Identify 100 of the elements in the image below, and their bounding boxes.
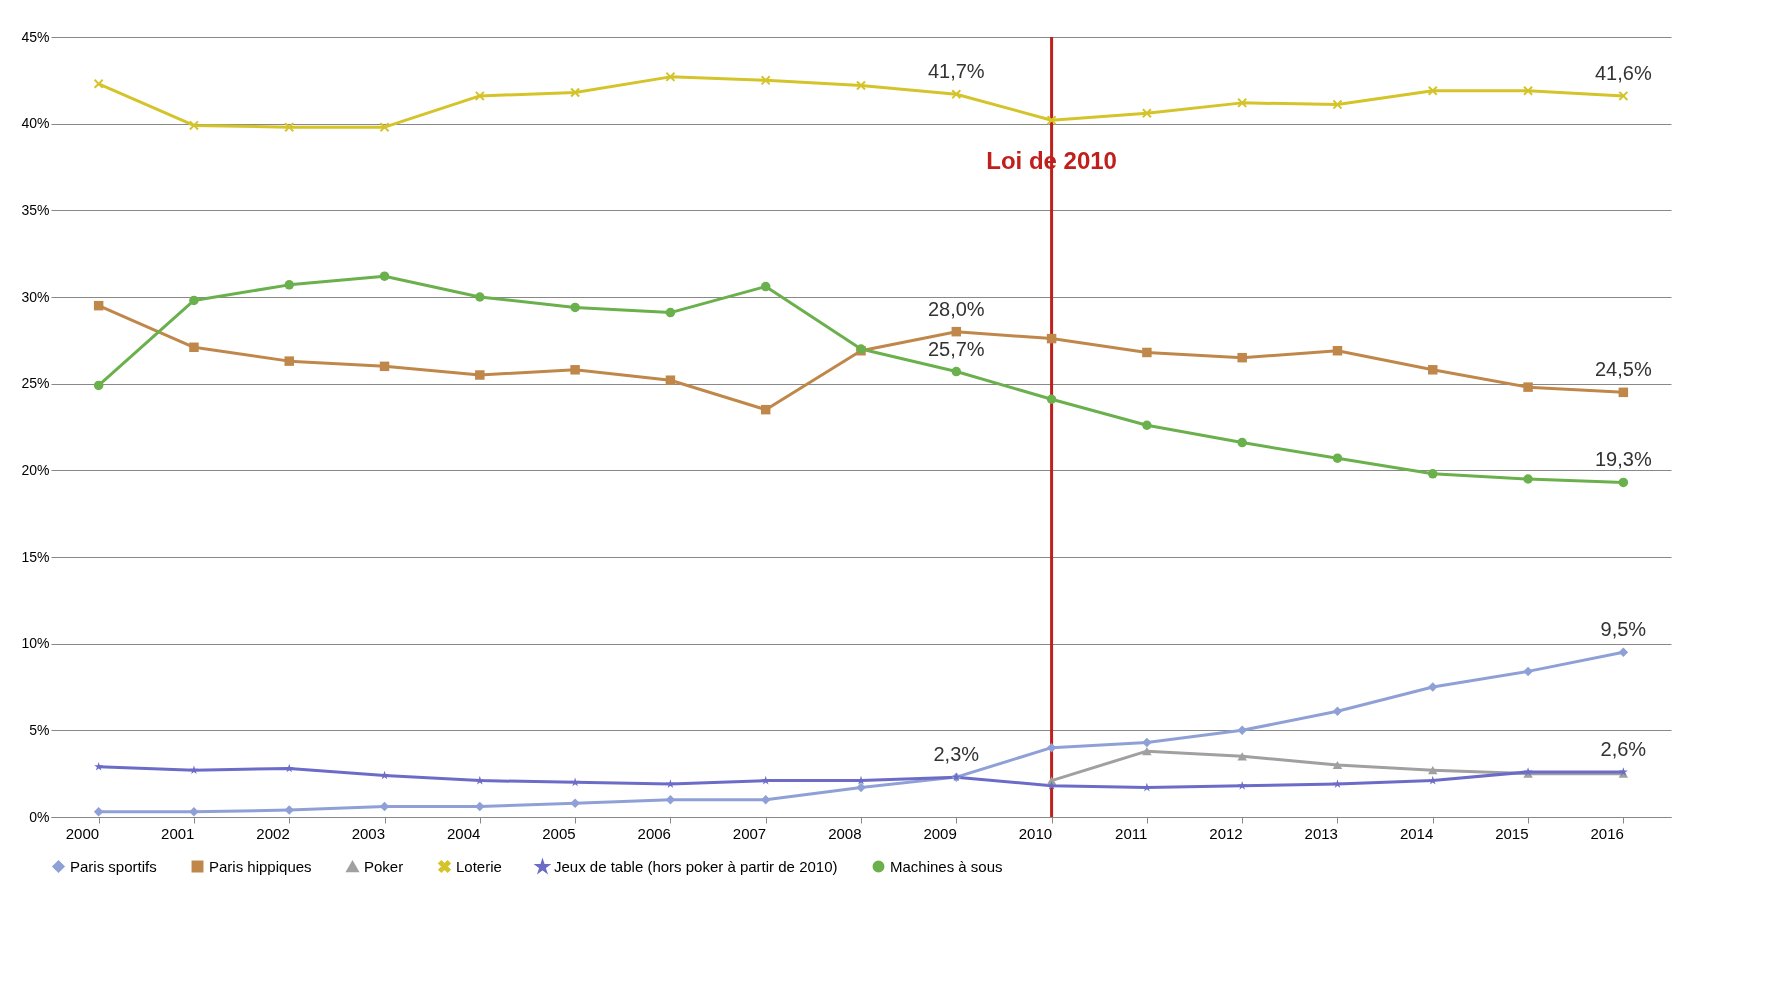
point: [1046, 394, 1057, 404]
point: [1332, 779, 1342, 788]
point: [1618, 477, 1629, 488]
point: [284, 122, 294, 132]
point: [379, 271, 390, 281]
x-tick-label: 2013: [1304, 824, 1338, 842]
y-tick-label: 45%: [21, 28, 50, 45]
point: [665, 375, 676, 385]
legend-label: Paris hippiques: [209, 857, 312, 875]
y-tick-label: 40%: [21, 115, 50, 132]
annotation: 28,0%: [927, 297, 985, 320]
annotation: 41,7%: [927, 60, 985, 83]
y-tick-label: 10%: [21, 635, 50, 652]
annotation: 9,5%: [1600, 618, 1647, 641]
x-tick-label: 2000: [65, 824, 100, 842]
y-tick-label: 15%: [21, 548, 50, 565]
legend-label: Machines à sous: [890, 857, 1003, 875]
legend-label: Paris sportifs: [70, 857, 157, 875]
point: [1428, 766, 1438, 775]
point: [1142, 747, 1152, 756]
point: [380, 770, 390, 780]
point: [1332, 345, 1343, 356]
point: [475, 91, 485, 101]
x-tick-label: 2001: [161, 824, 195, 842]
point: [1428, 365, 1438, 375]
x-tick-label: 2016: [1590, 824, 1624, 842]
point: [475, 370, 485, 380]
point: [665, 307, 676, 318]
point: [951, 326, 962, 337]
annotation: 41,6%: [1594, 61, 1652, 84]
point: [189, 295, 199, 306]
point: [856, 782, 866, 793]
point: [570, 302, 580, 313]
point: [1237, 437, 1247, 448]
annotation: 25,7%: [927, 337, 985, 360]
y-tick-label: 0%: [29, 808, 50, 825]
point: [1237, 725, 1247, 736]
x-tick-label: 2014: [1399, 824, 1434, 842]
point: [1523, 666, 1533, 677]
x-tick-label: 2012: [1209, 824, 1243, 842]
point: [760, 281, 771, 292]
x-tick-label: 2007: [732, 824, 767, 842]
point: [570, 777, 580, 787]
point: [1046, 333, 1057, 344]
point: [379, 361, 390, 372]
point: [284, 356, 294, 366]
point: [1618, 387, 1629, 398]
legend-label: Poker: [364, 857, 404, 875]
x-tick-label: 2011: [1115, 824, 1148, 842]
annotation: 2,3%: [933, 743, 980, 766]
legend-label: Jeux de table (hors poker à partir de 2010): [554, 857, 838, 875]
point: [1237, 781, 1247, 790]
x-tick-label: 2006: [637, 824, 671, 842]
point: [284, 805, 294, 815]
point: [1142, 737, 1152, 748]
point: [1332, 760, 1343, 770]
point: [379, 122, 390, 132]
y-tick-label: 25%: [21, 375, 50, 392]
point: [475, 801, 485, 812]
x-tick-label: 2002: [256, 824, 290, 842]
point: [1047, 781, 1057, 790]
point: [1523, 382, 1533, 392]
point: [284, 280, 294, 290]
point: [93, 300, 104, 311]
point: [94, 761, 104, 771]
point: [1618, 647, 1629, 658]
point: [1142, 347, 1152, 358]
point: [1046, 115, 1057, 125]
point: [189, 807, 199, 817]
x-tick-label: 2005: [542, 824, 576, 842]
point: [93, 807, 104, 817]
y-tick-label: 20%: [21, 461, 50, 478]
y-tick-label: 30%: [21, 288, 50, 305]
annotation: 24,5%: [1594, 358, 1652, 381]
x-tick-label: 2015: [1495, 824, 1529, 842]
x-tick-label: 2004: [446, 824, 481, 842]
point: [1428, 469, 1438, 479]
point: [1428, 85, 1438, 96]
x-tick-label: 2003: [351, 824, 386, 842]
x-tick-label: 2008: [828, 824, 862, 842]
point: [93, 79, 104, 89]
point: [1523, 474, 1533, 484]
point: [1332, 453, 1343, 463]
point: [93, 380, 104, 391]
point: [1523, 85, 1533, 96]
x-tick-label: 2010: [1018, 824, 1053, 842]
point: [570, 365, 580, 375]
point: [760, 404, 771, 415]
annotation: 19,3%: [1594, 448, 1652, 471]
point: [189, 342, 199, 353]
point: [951, 366, 962, 377]
y-tick-label: 35%: [21, 201, 50, 218]
point: [1142, 420, 1152, 430]
x-tick-label: 2009: [923, 824, 957, 842]
point: [475, 292, 485, 302]
point: [1142, 108, 1152, 119]
legend-label: Loterie: [456, 857, 502, 875]
point: [1332, 706, 1343, 717]
point: [1237, 352, 1247, 363]
y-tick-label: 5%: [29, 721, 50, 738]
